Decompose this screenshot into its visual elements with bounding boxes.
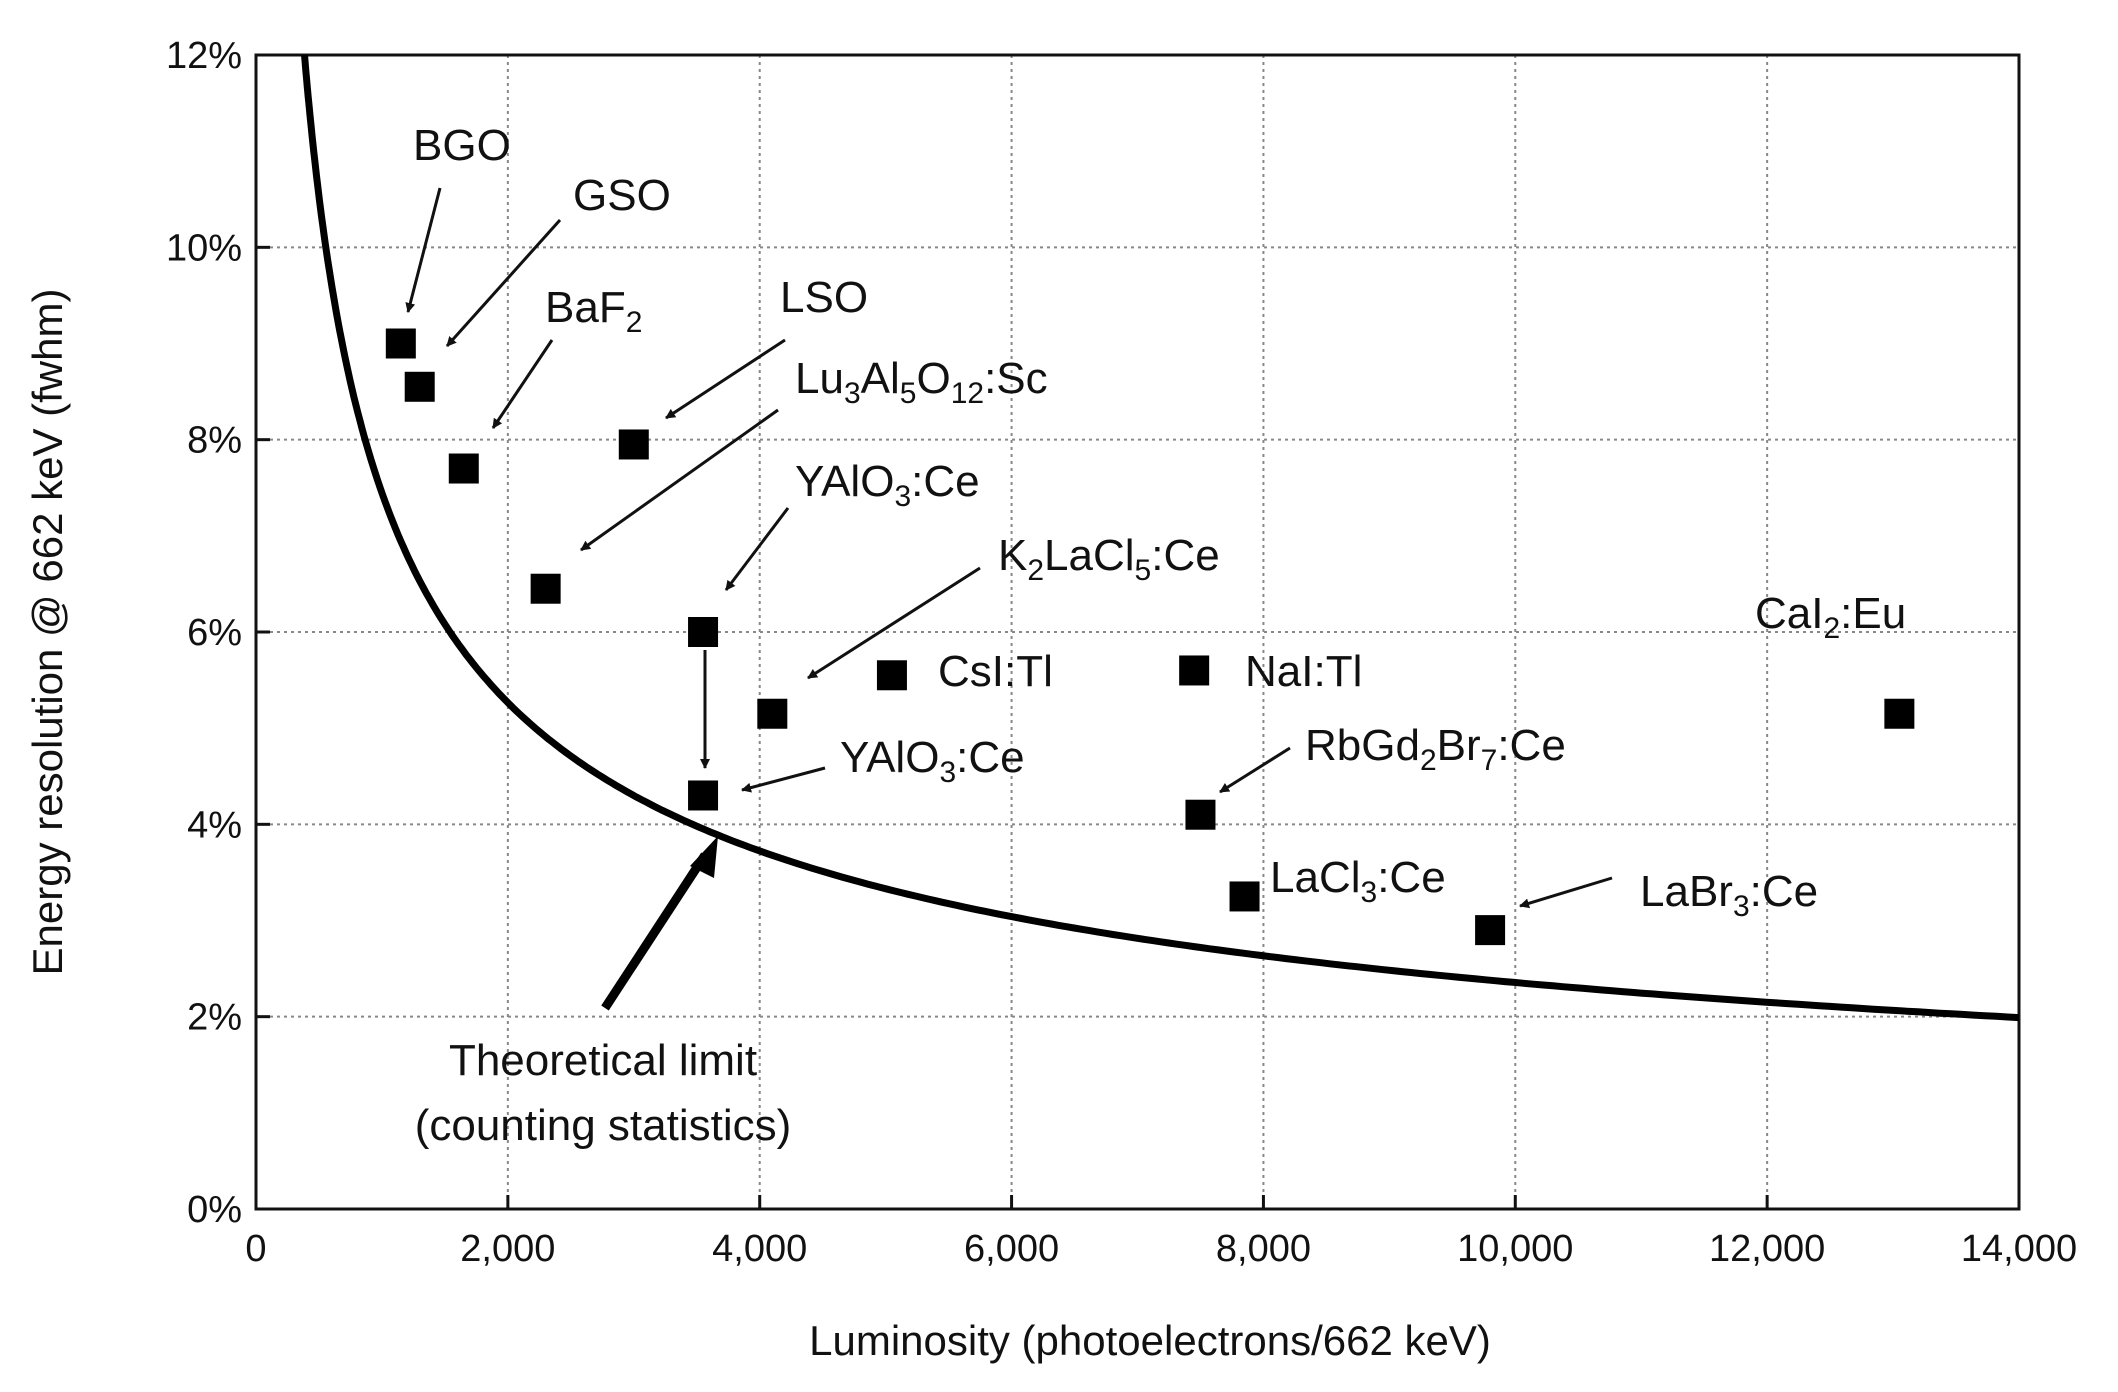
- arrow-gso: [445, 218, 562, 348]
- label-cai2-eu: CaI2:Eu: [1755, 589, 1906, 645]
- x-axis-title: Luminosity (photoelectrons/662 keV): [809, 1317, 1491, 1364]
- arrow-baf2: [491, 339, 554, 429]
- data-point: [1185, 799, 1216, 830]
- label-lacl3-ce: LaCl3:Ce: [1270, 853, 1446, 909]
- data-point: [876, 660, 907, 691]
- data-point: [1475, 915, 1506, 946]
- label-bgo: BGO: [413, 121, 511, 170]
- arrow-klc: [807, 566, 981, 680]
- arrow-yap1: [724, 507, 790, 591]
- grid: [256, 55, 2019, 1209]
- x-tick-label: 8,000: [1216, 1228, 1311, 1270]
- y-tick-label: 4%: [187, 804, 242, 846]
- data-point: [385, 328, 416, 359]
- theoretical-limit-arrow: [601, 836, 718, 1011]
- data-point: [404, 371, 435, 402]
- x-tick-label: 6,000: [964, 1228, 1059, 1270]
- x-tick-label: 4,000: [712, 1228, 807, 1270]
- arrow-bgo: [405, 187, 442, 313]
- x-tick-label: 14,000: [1961, 1228, 2077, 1270]
- y-tick-label: 8%: [187, 420, 242, 462]
- data-point: [1179, 655, 1210, 686]
- x-tick-label: 12,000: [1709, 1228, 1825, 1270]
- label-yalo3-ce-2: YAlO3:Ce: [840, 733, 1025, 789]
- data-point: [448, 453, 479, 484]
- data-point: [1229, 881, 1260, 912]
- label-baf2: BaF2: [545, 283, 642, 339]
- theoretical-limit-label-line2: (counting statistics): [415, 1101, 792, 1150]
- label-csi-tl: CsI:Tl: [938, 647, 1053, 696]
- y-tick-label: 2%: [187, 997, 242, 1039]
- arrow-luag: [580, 408, 779, 552]
- data-point: [688, 780, 719, 811]
- label-gso: GSO: [573, 171, 671, 220]
- label-lso: LSO: [780, 273, 868, 322]
- y-tick-label: 6%: [187, 612, 242, 654]
- x-tick-label: 0: [245, 1228, 266, 1270]
- data-point: [757, 698, 788, 729]
- y-tick-label: 0%: [187, 1189, 242, 1231]
- label-rbgd2br7-ce: RbGd2Br7:Ce: [1305, 721, 1566, 777]
- x-ticks: 0 2,000 4,000 6,000 8,000 10,000 12,000 14,000: [245, 1195, 2077, 1270]
- annotation-arrows: [405, 187, 1613, 909]
- arrow-yap2: [741, 766, 826, 793]
- y-tick-label: 10%: [166, 227, 242, 269]
- x-tick-label: 2,000: [460, 1228, 555, 1270]
- theoretical-limit-label-line1: Theoretical limit: [449, 1036, 757, 1085]
- data-points: [385, 328, 1915, 946]
- label-k2lacl5-ce: K2LaCl5:Ce: [998, 531, 1220, 587]
- label-yalo3-ce-1: YAlO3:Ce: [795, 457, 980, 513]
- data-point: [1884, 698, 1915, 729]
- y-tick-label: 12%: [166, 35, 242, 77]
- data-point: [688, 617, 719, 647]
- arrow-lso: [665, 338, 786, 420]
- arrow-rgb: [1219, 746, 1291, 794]
- x-tick-label: 10,000: [1457, 1228, 1573, 1270]
- theoretical-limit-curve: [301, 54, 2020, 1022]
- label-nai-tl: NaI:Tl: [1245, 647, 1362, 696]
- y-ticks: 0% 2% 4% 6% 8% 10% 12%: [166, 35, 270, 1231]
- data-point: [530, 573, 561, 604]
- arrow-labr: [1519, 876, 1613, 909]
- label-luag: Lu3Al5O12:Sc: [795, 354, 1048, 410]
- y-axis-title: Energy resolution @ 662 keV (fwhm): [24, 289, 71, 976]
- label-labr3-ce: LaBr3:Ce: [1640, 867, 1818, 923]
- data-point: [618, 429, 649, 460]
